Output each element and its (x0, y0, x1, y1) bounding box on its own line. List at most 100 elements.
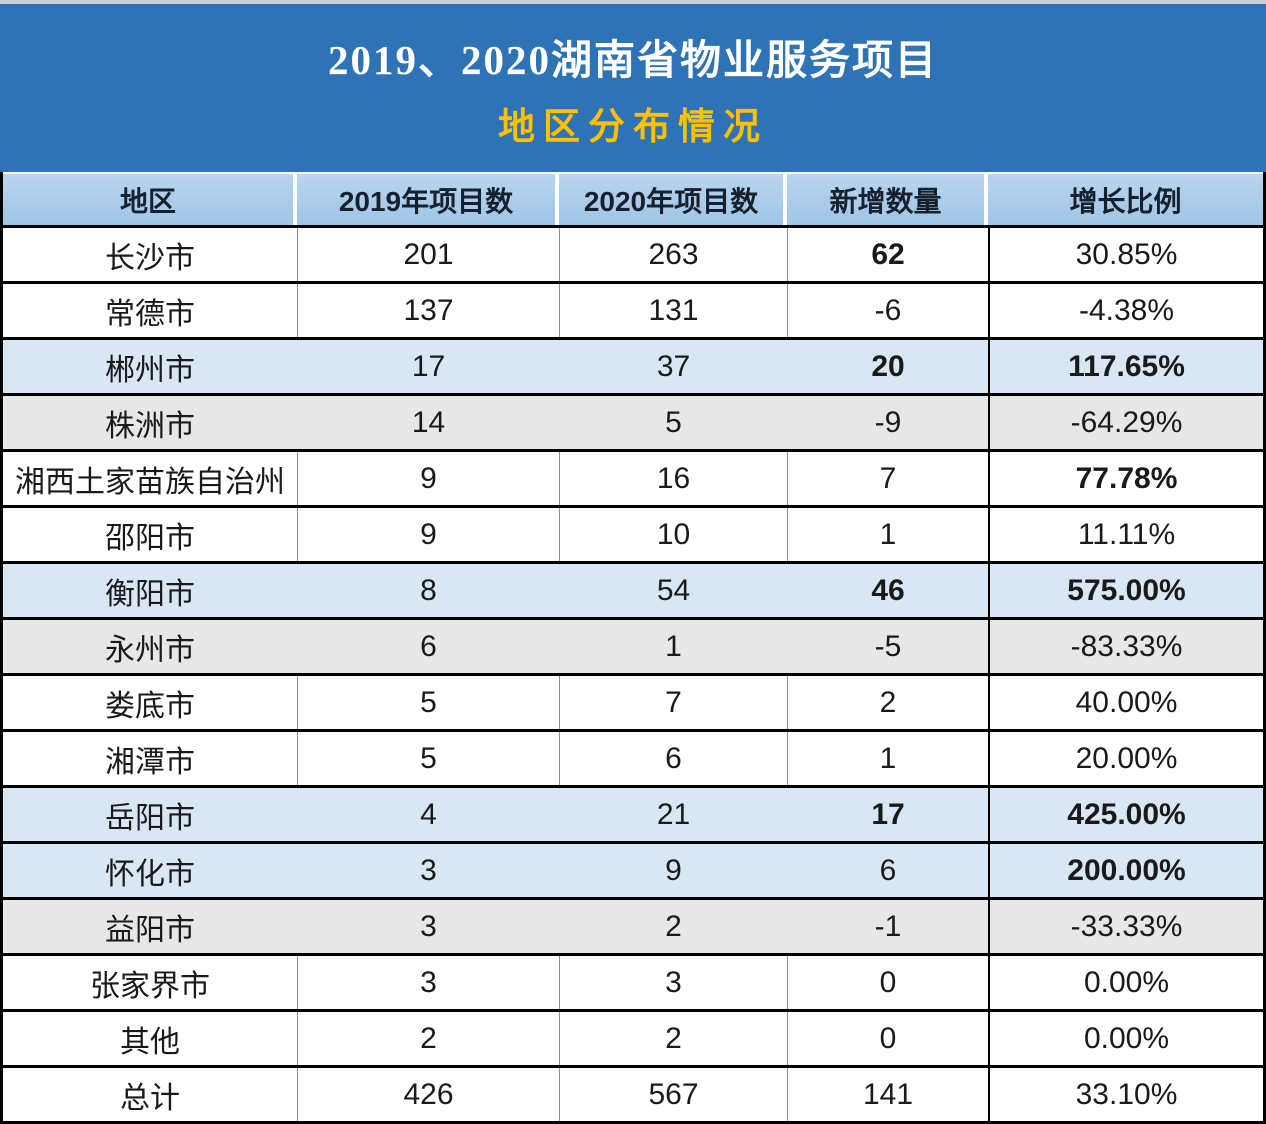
region-cell: 娄底市 (105, 689, 195, 723)
growth-ratio-cell: 0.00% (988, 956, 1263, 1009)
projects-2020-cell: 131 (559, 284, 787, 337)
region-cell: 邵阳市 (105, 521, 195, 555)
region-cell: 长沙市 (105, 241, 195, 275)
region-cell: 张家界市 (90, 969, 210, 1003)
new-count-cell: 141 (787, 1068, 988, 1121)
new-count-cell: -1 (874, 909, 902, 943)
table-row: 常德市 137 131 -6 -4.38% (3, 284, 1263, 340)
table-row: 岳阳市 4 21 17 425.00% (3, 788, 1263, 844)
table-row: 衡阳市 8 54 46 575.00% (3, 564, 1263, 620)
table-row: 张家界市 3 3 0 0.00% (3, 956, 1263, 1012)
new-count-cell: -6 (787, 284, 988, 337)
new-count-cell: 20 (871, 349, 905, 383)
region-cell: 岳阳市 (105, 801, 195, 835)
column-header-growth-ratio: 增长比例 (988, 174, 1263, 225)
projects-2019-cell: 201 (297, 228, 559, 281)
column-header-2019-projects: 2019年项目数 (297, 174, 559, 225)
projects-2020-cell: 21 (656, 797, 691, 831)
new-count-cell: -5 (874, 629, 902, 663)
growth-ratio-cell: 33.10% (988, 1068, 1263, 1121)
projects-2019-cell: 3 (420, 909, 437, 943)
growth-ratio-cell: 77.78% (988, 452, 1263, 505)
new-count-cell: 6 (879, 853, 897, 887)
new-count-cell: 7 (787, 452, 988, 505)
column-header-region: 地区 (3, 174, 297, 225)
table-row: 邵阳市 9 10 1 11.11% (3, 508, 1263, 564)
growth-ratio-cell: 200.00% (988, 844, 1263, 897)
column-header-2020-projects: 2020年项目数 (559, 174, 787, 225)
region-cell: 总计 (120, 1081, 180, 1115)
projects-2020-cell: 5 (665, 405, 682, 439)
new-count-cell: 1 (787, 508, 988, 561)
banner-subtitle: 地区分布情况 (498, 107, 768, 148)
projects-2019-cell: 5 (297, 732, 559, 785)
growth-ratio-cell: 117.65% (988, 340, 1263, 393)
projects-2020-cell: 54 (656, 573, 691, 607)
region-cell: 衡阳市 (105, 577, 195, 611)
projects-2019-cell: 6 (420, 629, 437, 663)
column-header-new-count: 新增数量 (787, 174, 988, 225)
projects-2020-cell: 567 (559, 1068, 787, 1121)
region-cell: 郴州市 (105, 353, 195, 387)
projects-2020-cell: 7 (559, 676, 787, 729)
region-cell: 益阳市 (105, 913, 195, 947)
table-row: 其他 2 2 0 0.00% (3, 1012, 1263, 1068)
table-row: 株洲市 14 5 -9 -64.29% (3, 396, 1263, 452)
projects-2019-cell: 5 (297, 676, 559, 729)
top-edge-strip (0, 0, 1266, 4)
region-cell: 其他 (120, 1025, 180, 1059)
projects-2020-cell: 10 (559, 508, 787, 561)
table-row: 长沙市 201 263 62 30.85% (3, 228, 1263, 284)
growth-ratio-cell: 11.11% (988, 508, 1263, 561)
new-count-cell: 0 (787, 1012, 988, 1065)
table-row: 湘潭市 5 6 1 20.00% (3, 732, 1263, 788)
projects-2020-cell: 37 (656, 349, 691, 383)
growth-ratio-cell: -4.38% (988, 284, 1263, 337)
banner-title: 2019、2020湖南省物业服务项目 (328, 37, 938, 83)
table-row: 永州市 6 1 -5 -83.33% (3, 620, 1263, 676)
growth-ratio-cell: 575.00% (988, 564, 1263, 617)
projects-2019-cell: 9 (297, 508, 559, 561)
projects-2019-cell: 137 (297, 284, 559, 337)
growth-ratio-cell: 40.00% (988, 676, 1263, 729)
projects-2019-cell: 17 (411, 349, 446, 383)
projects-2020-cell: 2 (665, 909, 682, 943)
region-cell: 常德市 (105, 297, 195, 331)
new-count-cell: 2 (787, 676, 988, 729)
new-count-cell: -9 (874, 405, 902, 439)
new-count-cell: 1 (787, 732, 988, 785)
table-row: 娄底市 5 7 2 40.00% (3, 676, 1263, 732)
table-body: 长沙市 201 263 62 30.85% 常德市 137 131 -6 -4.38% 郴州市 17 3… (3, 228, 1263, 1124)
growth-ratio-cell: 30.85% (988, 228, 1263, 281)
region-cell: 永州市 (105, 633, 195, 667)
growth-ratio-cell: 20.00% (988, 732, 1263, 785)
new-count-cell: 62 (787, 228, 988, 281)
new-count-cell: 0 (787, 956, 988, 1009)
table-row: 郴州市 17 37 20 117.65% (3, 340, 1263, 396)
growth-ratio-cell: -64.29% (988, 396, 1263, 449)
projects-2020-cell: 16 (559, 452, 787, 505)
table-row: 益阳市 3 2 -1 -33.33% (3, 900, 1263, 956)
region-cell: 湘潭市 (105, 745, 195, 779)
projects-2019-cell: 8 (420, 573, 437, 607)
projects-2019-cell: 9 (297, 452, 559, 505)
table-row: 总计 426 567 141 33.10% (3, 1068, 1263, 1124)
projects-2019-cell: 3 (297, 956, 559, 1009)
growth-ratio-cell: -33.33% (988, 900, 1263, 953)
new-count-cell: 17 (871, 797, 905, 831)
projects-2019-cell: 2 (297, 1012, 559, 1065)
banner: 2019、2020湖南省物业服务项目 地区分布情况 (0, 4, 1266, 172)
table-header-row: 地区 2019年项目数 2020年项目数 新增数量 增长比例 (3, 172, 1263, 228)
growth-ratio-cell: -83.33% (988, 620, 1263, 673)
projects-2019-cell: 3 (420, 853, 437, 887)
new-count-cell: 46 (871, 573, 905, 607)
projects-2019-cell: 4 (420, 797, 437, 831)
table-row: 怀化市 3 9 6 200.00% (3, 844, 1263, 900)
projects-2020-cell: 9 (665, 853, 682, 887)
region-cell: 怀化市 (105, 857, 195, 891)
projects-2020-cell: 6 (559, 732, 787, 785)
region-cell: 湘西土家苗族自治州 (15, 465, 285, 499)
projects-2019-cell: 426 (297, 1068, 559, 1121)
projects-2019-cell: 14 (411, 405, 446, 439)
